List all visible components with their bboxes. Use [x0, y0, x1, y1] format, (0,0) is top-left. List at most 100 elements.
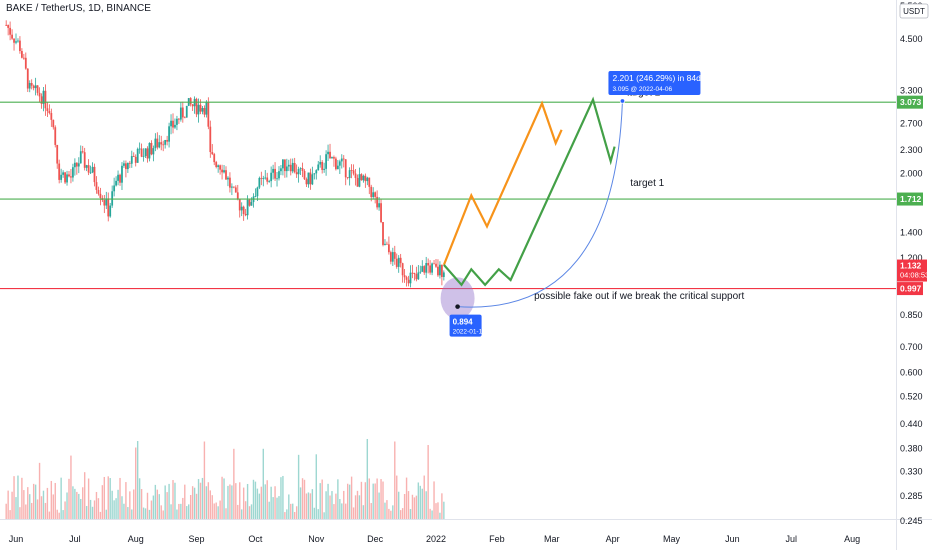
- candle-body: [72, 167, 74, 178]
- volume-bar: [215, 502, 217, 519]
- volume-bar: [441, 493, 443, 519]
- candle-body: [287, 164, 290, 167]
- candle-body: [140, 148, 143, 157]
- volume-bar: [282, 475, 284, 519]
- candle-body: [89, 172, 92, 174]
- candle-body: [364, 175, 367, 182]
- volume-bar: [11, 491, 13, 519]
- candle-body: [213, 154, 216, 163]
- candle-body: [103, 200, 106, 206]
- level-layer: [0, 101, 896, 290]
- volume-bar: [268, 501, 270, 519]
- candle-body: [278, 171, 280, 179]
- annotation-text: target 1: [630, 178, 664, 189]
- volume-bar: [172, 480, 174, 519]
- volume-bar: [186, 506, 188, 519]
- time-axis[interactable]: Jun Jul Aug Sep Oct Nov Dec 2022 Feb Mar Apr May Jun…: [9, 534, 860, 544]
- volume-bar: [272, 497, 274, 519]
- volume-bar: [372, 483, 374, 519]
- price-tick-label: 3.300: [900, 85, 923, 95]
- volume-bar: [368, 478, 370, 519]
- volume-bar: [144, 508, 147, 519]
- volume-bar: [419, 485, 421, 519]
- currency-tag[interactable]: USDT: [899, 3, 929, 19]
- price-tick-label: 0.600: [900, 368, 923, 378]
- volume-bar: [399, 510, 402, 519]
- candle-body: [250, 202, 253, 206]
- candle-body: [421, 266, 424, 272]
- candle-body: [40, 96, 43, 104]
- level-price-tag: [897, 95, 923, 109]
- candle-body: [156, 138, 159, 148]
- volume-bar: [266, 480, 268, 519]
- time-tick-label: Mar: [544, 534, 560, 544]
- candle-body: [199, 104, 202, 112]
- candle-body: [442, 272, 445, 277]
- candle-body: [28, 82, 31, 89]
- candle-body: [362, 175, 365, 181]
- volume-bar: [164, 485, 166, 519]
- target-measure-box: [608, 70, 701, 95]
- candle-body: [370, 186, 373, 198]
- volume-bar: [429, 508, 431, 519]
- candle-body: [280, 168, 282, 172]
- candle-body: [56, 144, 59, 164]
- volume-bar: [123, 503, 125, 519]
- volume-bar: [101, 485, 104, 519]
- volume-bar: [158, 494, 160, 519]
- volume-bar: [394, 441, 396, 519]
- candle-body: [419, 271, 422, 273]
- volume-bar: [311, 489, 314, 519]
- candle-body: [152, 148, 155, 155]
- candle-body: [399, 257, 402, 264]
- volume-bar: [117, 489, 119, 519]
- candle-body: [376, 196, 379, 208]
- candle-body: [319, 161, 322, 165]
- volume-bar: [113, 500, 115, 519]
- price-tick-label: 2.300: [900, 145, 923, 155]
- volume-bar: [115, 498, 117, 519]
- projected-path: [443, 96, 616, 287]
- candle-body: [126, 162, 129, 170]
- candle-body: [221, 169, 223, 173]
- volume-bar: [178, 503, 180, 519]
- volume-bar: [201, 477, 204, 519]
- volume-bar: [182, 497, 184, 519]
- candle-body: [38, 92, 41, 97]
- volume-bar: [64, 501, 66, 519]
- candle-body: [150, 142, 153, 155]
- candle-body: [433, 263, 435, 265]
- volume-bar: [443, 501, 445, 519]
- target-measure-sublabel: 3.095 @ 2022-04-06: [612, 86, 672, 93]
- candle-body: [73, 162, 76, 168]
- volume-bar: [437, 502, 439, 519]
- candle-body: [223, 170, 225, 173]
- volume-bar: [327, 483, 329, 519]
- volume-bar: [425, 491, 427, 519]
- volume-bar: [411, 494, 414, 519]
- candle-body: [350, 170, 353, 171]
- countdown-label: 04:08:53: [900, 271, 929, 280]
- volume-bar: [313, 507, 316, 519]
- candle-body: [125, 163, 127, 170]
- volume-bar: [246, 483, 249, 519]
- volume-layer: [5, 438, 445, 519]
- candle-body: [219, 165, 222, 170]
- candle-body: [22, 57, 25, 59]
- candle-body: [340, 158, 343, 162]
- candle-body: [123, 163, 125, 166]
- volume-bar: [21, 477, 23, 519]
- time-tick-label: Sep: [189, 534, 205, 544]
- volume-bar: [27, 487, 29, 519]
- volume-bar: [138, 478, 141, 519]
- candle-body: [289, 164, 292, 172]
- volume-bar: [80, 498, 82, 519]
- candle-body: [158, 142, 161, 148]
- candle-body: [183, 117, 186, 119]
- candle-body: [70, 176, 72, 178]
- candle-body: [299, 168, 302, 170]
- volume-bar: [415, 495, 418, 519]
- candle-body: [417, 272, 420, 280]
